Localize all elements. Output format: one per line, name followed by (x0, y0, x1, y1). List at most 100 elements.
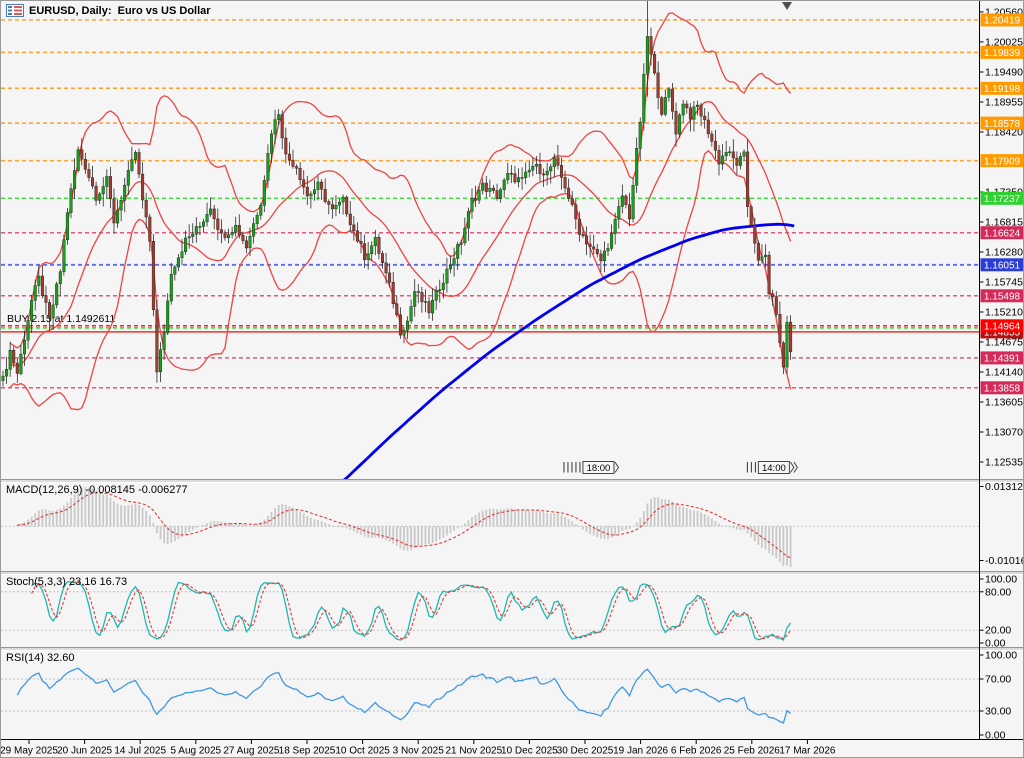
candle (456, 241, 460, 270)
date-axis[interactable]: 29 May 2025 20 Jun 2025 14 Jul 2025 5 Aug 2… (1, 739, 1024, 757)
candle (527, 161, 531, 178)
candle (381, 250, 385, 269)
candle (155, 299, 159, 383)
candle (76, 146, 80, 173)
stoch-axis-label: 80.00 (985, 586, 1011, 598)
candle (577, 211, 581, 242)
candle (760, 244, 764, 264)
candle (459, 239, 463, 255)
candle (756, 240, 760, 266)
candle (151, 234, 155, 317)
candle (570, 191, 574, 207)
candle (774, 291, 778, 318)
candle (212, 204, 216, 230)
candle (692, 101, 696, 132)
rsi-axis[interactable]: 100.00 70.00 30.00 0.00 (979, 650, 1018, 742)
candle (717, 144, 721, 176)
candle (474, 185, 478, 207)
candle (585, 226, 589, 255)
pane-divider[interactable] (1, 479, 1023, 483)
candle (144, 192, 148, 229)
candle (119, 195, 123, 222)
candle (499, 187, 503, 203)
candle (12, 346, 16, 368)
candle (223, 229, 227, 241)
candle (742, 149, 746, 161)
macd-axis-label: 0.013123 (985, 481, 1024, 493)
svg-text:1.17909: 1.17909 (984, 156, 1021, 167)
candle (520, 167, 524, 190)
candle (187, 224, 191, 249)
candle (645, 1, 649, 97)
candle (26, 316, 30, 349)
candle (463, 217, 467, 246)
price-tick-label: 1.13605 (985, 397, 1023, 409)
candle (8, 341, 12, 377)
candle (495, 183, 499, 201)
candle (234, 216, 238, 237)
candle (37, 265, 41, 294)
candle (635, 137, 639, 193)
candle (108, 167, 112, 209)
candle (595, 243, 599, 258)
candle (241, 231, 245, 244)
price-tick-label: 1.14675 (985, 337, 1023, 349)
candle (112, 188, 116, 234)
candle (334, 195, 338, 217)
candle (338, 198, 342, 214)
candle (484, 176, 488, 198)
date-tick-label: 3 Nov 2025 (393, 746, 445, 757)
price-tick-label: 1.19490 (985, 67, 1023, 79)
candle (166, 293, 170, 335)
bollinger-bands (9, 12, 792, 411)
date-tick-label: 17 Mar 2026 (779, 746, 836, 757)
candle (739, 152, 743, 170)
candle (452, 247, 456, 277)
candle (345, 195, 349, 217)
candle (749, 205, 753, 228)
candle (216, 208, 220, 241)
candle (509, 165, 513, 183)
candle (287, 142, 291, 166)
candle (330, 198, 334, 219)
candle (162, 324, 166, 360)
pane-divider[interactable] (1, 647, 1023, 651)
chart-icon (6, 4, 24, 17)
candle (205, 202, 209, 227)
candle (542, 168, 546, 187)
candle (445, 258, 449, 293)
candle (638, 117, 642, 161)
candle (101, 177, 105, 207)
chart-shift-marker-icon[interactable] (782, 2, 793, 10)
price-badge: 1.16624 (980, 226, 1023, 240)
price-axis[interactable]: 1.205601.200251.194901.189551.184201.173… (979, 1, 1024, 739)
candle (674, 102, 678, 147)
candle (266, 144, 270, 189)
candle (259, 202, 263, 220)
title-bar: EURUSD, Daily: Euro vs US Dollar (6, 4, 211, 17)
session-tags: 18:00 14:00 (563, 461, 798, 474)
price-badge: 1.19198 (980, 81, 1023, 95)
candle (291, 149, 295, 169)
macd-axis[interactable]: 0.013123 -0.010166 (979, 481, 1024, 567)
candle (348, 201, 352, 233)
candle (320, 179, 324, 200)
stoch-pane (1, 581, 979, 642)
stoch-axis-label: 0.00 (985, 638, 1006, 650)
candle (377, 233, 381, 260)
candle (184, 230, 188, 255)
candle (58, 269, 62, 297)
candle (83, 152, 87, 174)
candle (230, 226, 234, 239)
candle (402, 327, 406, 344)
date-tick-label: 6 Feb 2026 (671, 746, 722, 757)
candle (502, 177, 506, 198)
candle (391, 272, 395, 309)
pane-divider[interactable] (1, 571, 1023, 575)
candle (735, 151, 739, 175)
candle (23, 330, 27, 366)
candle (169, 262, 173, 305)
candle (438, 279, 442, 303)
